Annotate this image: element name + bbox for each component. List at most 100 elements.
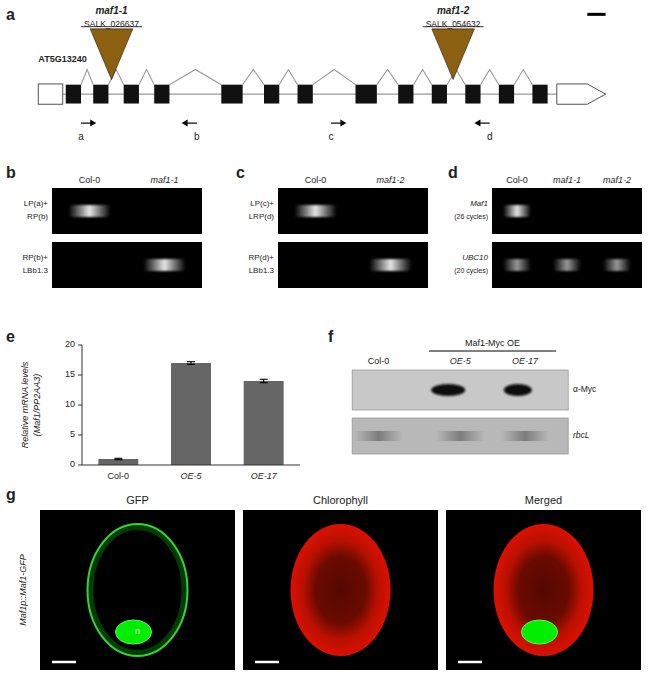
row-label: RP(d)+ xyxy=(248,253,274,262)
row-label: LP(a)+ xyxy=(24,199,49,208)
category-label: Col-0 xyxy=(108,471,130,481)
row-label: LBb1.3 xyxy=(249,266,275,275)
plot-area xyxy=(98,362,283,465)
bracket xyxy=(429,351,556,352)
intron xyxy=(279,69,297,84)
lane-label: OE-5 xyxy=(450,356,472,366)
utr-5 xyxy=(38,84,62,104)
error-cap xyxy=(114,458,122,459)
blot xyxy=(352,418,568,454)
panel-label: d xyxy=(448,164,458,181)
primer-label: d xyxy=(487,131,493,142)
error-cap xyxy=(187,364,195,365)
lane-label: Col-0 xyxy=(506,175,528,185)
row-label: LRP(d) xyxy=(249,212,275,221)
gel-band xyxy=(295,205,337,217)
panel-label: a xyxy=(6,6,15,23)
nucleus-label: n xyxy=(135,626,140,636)
exon xyxy=(398,85,413,104)
t-dna-insertion xyxy=(90,29,133,80)
lane-label: maf1-1 xyxy=(150,175,178,185)
row-label: RP(b)+ xyxy=(22,253,48,262)
bar xyxy=(98,459,138,465)
intron xyxy=(413,69,431,84)
salk-label: SALK_054632 xyxy=(426,19,481,29)
primer xyxy=(81,122,91,123)
gel-band xyxy=(553,259,581,271)
exon xyxy=(66,85,81,104)
tick-label: 20 xyxy=(65,339,75,349)
exon xyxy=(465,85,480,104)
primer-head xyxy=(474,120,480,127)
exon xyxy=(499,85,514,104)
gel xyxy=(492,242,642,288)
panel-label: f xyxy=(328,328,334,345)
blot-band xyxy=(436,431,484,441)
lane-label: maf1-2 xyxy=(603,175,631,185)
membrane xyxy=(88,524,188,656)
figure: a maf1-1 SALK_026637 maf1-2 SALK_054632 AT5G1… xyxy=(0,0,652,681)
lane-label: OE-17 xyxy=(512,356,539,366)
row-label: rbcL xyxy=(573,430,590,440)
t-dna-insertion xyxy=(432,29,475,80)
gel xyxy=(52,242,202,288)
row-label: α-Myc xyxy=(573,384,597,394)
primer-head xyxy=(182,120,188,127)
primer xyxy=(187,122,197,123)
lane-label: Col-0 xyxy=(79,175,101,185)
exon xyxy=(221,85,242,104)
tick xyxy=(78,465,82,466)
salk-label: SALK_026637 xyxy=(84,19,139,29)
tick xyxy=(78,345,82,346)
gel-panel: bCol-0maf1-1LP(a)+RP(b)RP(b)+LBb1.3 xyxy=(6,164,202,288)
image-panel: gMaf1p::Maf1-GFPGFPnChlorophyllMerged xyxy=(6,486,641,670)
micrograph xyxy=(40,510,235,670)
gel xyxy=(52,188,202,234)
tick xyxy=(78,375,82,376)
gel-band xyxy=(144,259,186,271)
primer xyxy=(331,122,341,123)
error-bar xyxy=(114,458,122,459)
intron xyxy=(243,69,264,84)
axis-title: Relative mRNA levels xyxy=(20,361,30,448)
y-axis xyxy=(82,345,83,465)
gel xyxy=(492,188,642,234)
allele-label: maf1-2 xyxy=(437,5,470,16)
bar xyxy=(244,381,284,465)
lane-label: maf1-2 xyxy=(376,175,404,185)
primer-label: c xyxy=(329,131,334,142)
panel-label: c xyxy=(236,164,245,181)
micrograph xyxy=(446,510,641,670)
group-header: Maf1-Myc OE xyxy=(465,338,520,348)
intron xyxy=(169,69,221,84)
category-label: OE-5 xyxy=(180,471,202,481)
gel-band xyxy=(69,205,111,217)
lane-label: maf1-1 xyxy=(553,175,581,185)
chloroplast-signal xyxy=(291,524,391,656)
scale-bar xyxy=(587,13,605,16)
locus-label: AT5G13240 xyxy=(38,54,86,64)
blot-band xyxy=(431,384,465,396)
row-label: LBb1.3 xyxy=(23,266,49,275)
membrane xyxy=(91,527,185,653)
row-label: (20 cycles) xyxy=(454,267,488,275)
intron xyxy=(377,69,398,84)
row-label: Maf1 xyxy=(470,199,488,208)
exon xyxy=(298,85,313,104)
intron xyxy=(313,69,356,84)
scale-bar xyxy=(255,661,279,664)
error-cap xyxy=(260,382,268,383)
scale-bar xyxy=(458,661,482,664)
error-cap xyxy=(260,379,268,380)
image-title: Chlorophyll xyxy=(313,494,368,506)
error-bar xyxy=(260,379,268,382)
gene-diagram: amaf1-1SALK_026637maf1-2SALK_054632AT5G1… xyxy=(6,5,606,142)
axis-title: Maf1p::Maf1-GFP xyxy=(18,554,28,626)
lane-label: Col-0 xyxy=(305,175,327,185)
category-label: OE-17 xyxy=(251,471,278,481)
panel-label: g xyxy=(6,486,16,503)
exon xyxy=(93,85,108,104)
axis-title: (Maf1/PP2AA3) xyxy=(32,374,42,437)
intron xyxy=(139,69,154,84)
gel-panel: dCol-0maf1-1maf1-2Maf1(26 cycles)UBC10(2… xyxy=(448,164,642,288)
